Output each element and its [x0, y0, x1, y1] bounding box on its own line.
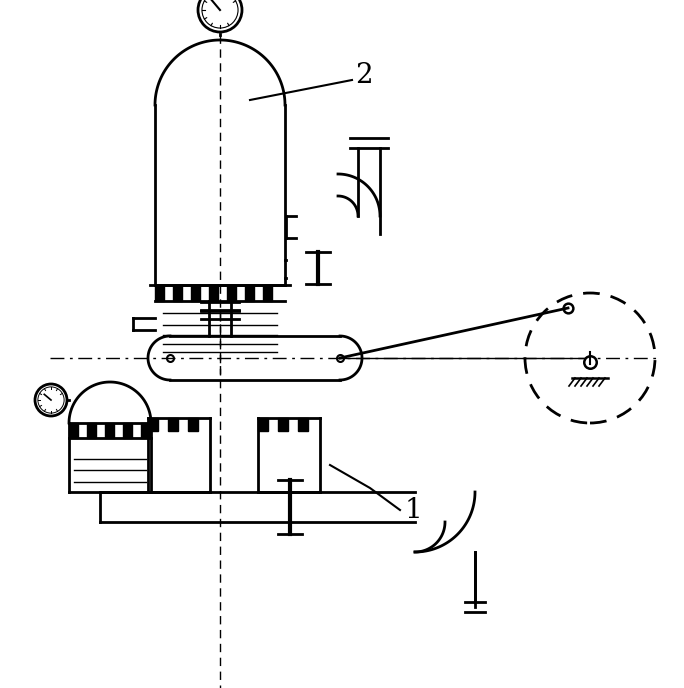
Polygon shape: [105, 423, 114, 438]
Polygon shape: [69, 423, 78, 438]
Polygon shape: [263, 285, 272, 301]
Polygon shape: [258, 418, 268, 431]
Polygon shape: [123, 423, 132, 438]
Polygon shape: [245, 285, 254, 301]
Polygon shape: [209, 285, 218, 301]
Polygon shape: [227, 285, 236, 301]
Polygon shape: [168, 418, 178, 431]
Polygon shape: [191, 285, 200, 301]
Polygon shape: [298, 418, 308, 431]
Polygon shape: [87, 423, 96, 438]
Polygon shape: [155, 285, 164, 301]
Polygon shape: [278, 418, 288, 431]
Text: 1: 1: [405, 497, 423, 524]
Polygon shape: [148, 418, 158, 431]
Polygon shape: [188, 418, 198, 431]
Polygon shape: [141, 423, 150, 438]
Polygon shape: [173, 285, 182, 301]
Text: 2: 2: [355, 61, 373, 89]
